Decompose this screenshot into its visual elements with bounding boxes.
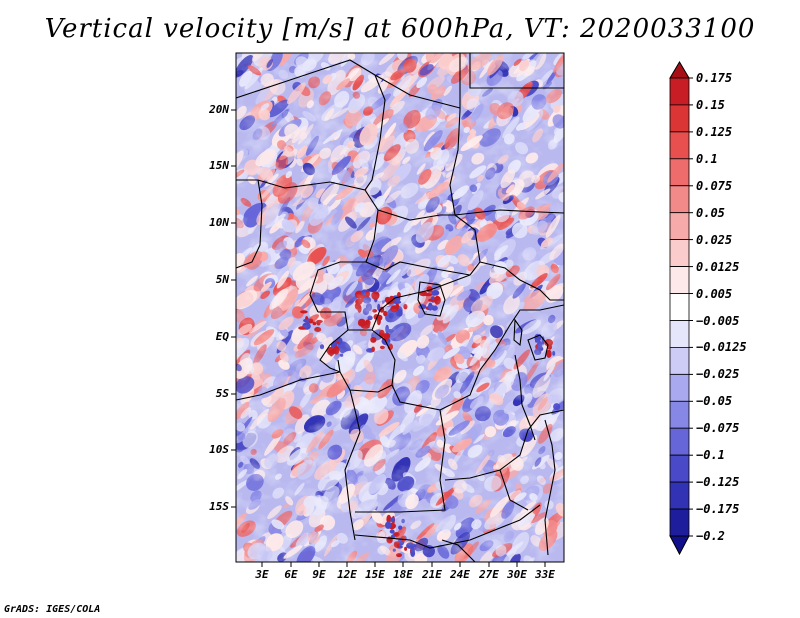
colorbar-label: −0.1 [696,448,725,463]
country-border [309,261,366,313]
colorbar-segment [669,346,690,375]
colorbar-segment [669,212,690,240]
colorbar-label: −0.075 [696,421,740,436]
colorbar-segment [669,427,690,456]
colorbar-label: 0.1 [696,151,718,166]
lon-label: 6E [284,568,298,581]
country-border [499,469,529,511]
colorbar-segment [669,239,690,267]
country-border [441,539,476,562]
lon-label: 12E [337,568,357,581]
country-border [355,439,446,513]
colorbar-label: −0.175 [696,502,740,517]
country-border [318,274,471,331]
lat-label: 20N [209,103,229,116]
country-border [354,504,541,549]
country-border [319,329,349,373]
country-border [236,59,461,109]
lat-label: 5N [215,273,229,286]
lat-label: EQ [215,330,229,343]
colorbar-label: −0.2 [696,529,725,543]
colorbar-segment [669,373,690,402]
colorbar-label: −0.025 [696,367,740,382]
country-border [364,74,386,191]
country-border [236,179,263,269]
map-panel [236,53,564,562]
colorbar-segment [669,266,690,294]
country-border [454,209,564,216]
country-border [417,281,446,317]
colorbar-label: 0.15 [696,97,725,112]
country-border [469,53,564,89]
colorbar-label: −0.05 [696,394,733,409]
map-title: Vertical velocity [m/s] at 600hPa, VT: 2… [44,14,756,44]
colorbar-segment [669,454,690,483]
colorbar-top-arrow [669,61,690,79]
lon-label: 27E [479,568,499,581]
lon-label: 33E [535,568,555,581]
country-border [544,419,556,556]
grads-credit: GrADS: IGES/COLA [4,604,101,615]
colorbar-label: 0.05 [696,205,725,220]
lon-label: 21E [422,568,442,581]
colorbar-label: 0.005 [696,286,733,301]
country-border [236,179,379,263]
lat-label: 15S [209,500,229,513]
colorbar-label: 0.025 [696,232,733,247]
colorbar-segment [669,185,690,214]
country-border [337,329,396,393]
country-border [344,389,361,541]
colorbar-segment [669,104,690,133]
noise-texture [236,53,564,562]
colorbar-label: 0.0125 [696,259,740,274]
country-border [479,261,564,301]
colorbar [669,61,693,556]
colorbar-label: −0.0125 [696,340,747,355]
colorbar-label: 0.175 [696,71,733,85]
lon-label: 24E [450,568,470,581]
lat-label: 5S [215,387,229,400]
colorbar-segment [669,400,690,429]
colorbar-segment [669,158,690,187]
lon-label: 9E [312,568,326,581]
map-frame [235,52,565,563]
colorbar-segment [669,131,690,160]
country-border [514,354,536,441]
lat-label: 10N [209,216,229,229]
lon-label: 15E [365,568,385,581]
axis-ticks [231,109,546,567]
country-border [449,53,461,216]
colorbar-label: −0.125 [696,475,740,490]
colorbar-bottom-arrow [669,535,690,556]
country-border [439,304,564,411]
colorbar-label: 0.125 [696,124,733,139]
colorbar-segment [669,481,690,510]
country-border [236,371,341,401]
country-border [391,384,446,441]
lon-label: 18E [393,568,413,581]
colorbar-label: −0.005 [696,313,740,328]
colorbar-segment [669,293,690,321]
country-border [527,334,549,361]
country-border [513,318,523,347]
colorbar-segment [669,320,690,348]
lat-label: 10S [209,443,229,456]
country-borders [236,53,564,562]
lon-label: 3E [255,568,269,581]
country-border [444,409,564,481]
colorbar-label: 0.075 [696,178,733,193]
lat-label: 15N [209,159,229,172]
lon-label: 30E [507,568,527,581]
colorbar-segment [669,77,690,106]
country-border [365,261,471,276]
colorbar-segment [669,508,690,537]
